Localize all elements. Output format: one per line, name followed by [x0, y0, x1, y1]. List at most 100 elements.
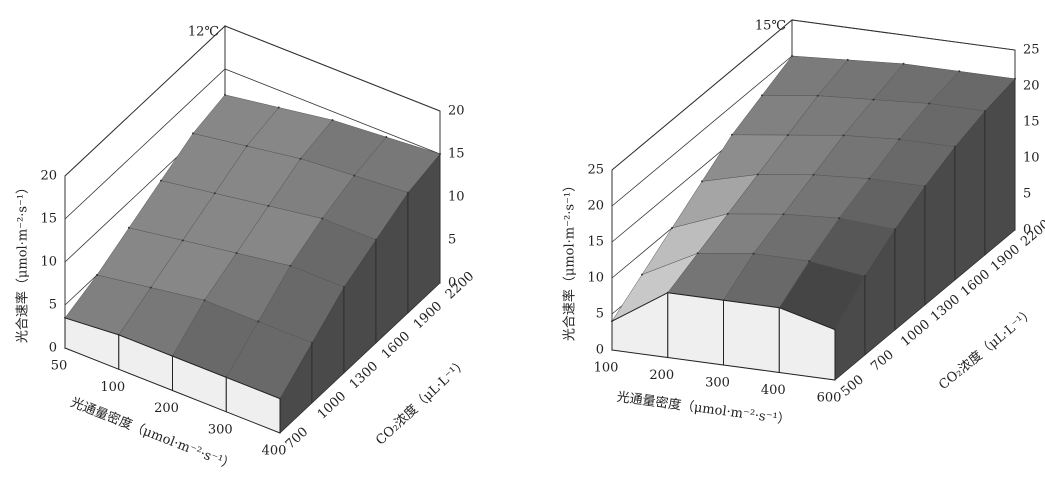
surface-point: [257, 320, 260, 323]
surface-point: [846, 58, 849, 61]
surface-point: [192, 132, 194, 135]
surface-point: [958, 70, 961, 73]
z-tick-label: 20: [448, 104, 465, 119]
x-tick-label: 200: [154, 401, 179, 416]
surface-point: [808, 260, 811, 263]
surface-point: [277, 106, 280, 109]
x-tick-label: 200: [649, 368, 674, 383]
chart-title: 15℃: [755, 19, 786, 34]
surface-point: [778, 306, 781, 309]
surface-point: [726, 212, 729, 215]
y-tick-label: 700: [868, 347, 897, 374]
z-tick-label: 15: [40, 212, 57, 227]
surface-point: [701, 180, 703, 183]
surface-point: [375, 238, 377, 241]
surface-point: [321, 217, 324, 220]
grid-line: [64, 68, 441, 220]
z-tick-label: 0: [448, 276, 456, 291]
surface-point: [299, 157, 302, 160]
surface-point: [171, 355, 174, 358]
z-tick-label: 15: [587, 235, 604, 250]
surface-point: [181, 239, 184, 242]
x-tick-label: 300: [208, 422, 233, 437]
x-tick-label: 300: [705, 376, 730, 391]
surface-point: [834, 328, 836, 331]
z-tick-label: 0: [596, 343, 604, 358]
surface-point: [224, 93, 226, 96]
surface-point: [791, 55, 793, 57]
surface-point: [954, 145, 956, 148]
z-tick-label: 5: [49, 298, 57, 313]
surface-point: [353, 174, 356, 177]
surface-point: [812, 173, 815, 176]
surface-point: [343, 286, 345, 288]
surface-point: [289, 264, 292, 267]
surface-point: [267, 204, 270, 207]
surface-point: [842, 134, 845, 137]
surface-point: [149, 286, 152, 289]
surface-point: [64, 316, 66, 319]
z-tick-label: 10: [587, 271, 604, 286]
z-tick-label: 20: [587, 199, 604, 214]
x-tick-label: 400: [761, 383, 786, 398]
surface-point: [984, 110, 986, 112]
z-tick-label: 15: [448, 147, 465, 162]
surface-point: [439, 153, 441, 155]
z-axis-title: 光合速率（μmol·m⁻²·s⁻¹）: [15, 181, 31, 343]
surface-point: [722, 299, 725, 302]
z-tick-label: 25: [1023, 43, 1040, 58]
surface-point: [311, 341, 313, 344]
chart-title: 12℃: [188, 25, 219, 40]
x-tick-label: 600: [817, 391, 842, 406]
z-tick-label: 0: [1023, 223, 1031, 238]
z-tick-label: 10: [448, 190, 465, 205]
surface-point: [782, 213, 785, 216]
surface-point: [756, 173, 759, 176]
surface-point: [213, 192, 216, 195]
z-tick-label: 20: [1023, 79, 1040, 94]
surface-point: [117, 333, 120, 336]
surface-point: [696, 252, 699, 255]
surface-point: [331, 119, 334, 122]
surface-point: [611, 320, 613, 323]
z-tick-label: 5: [448, 233, 456, 248]
surface-point: [279, 397, 281, 400]
surface-point: [160, 179, 162, 182]
surface-point: [864, 274, 866, 277]
y-tick-label: 500: [838, 372, 867, 399]
front-face: [667, 292, 724, 366]
surface-point: [128, 226, 130, 229]
surface-point: [872, 98, 875, 101]
surface-point: [924, 185, 926, 188]
surface-point: [752, 252, 755, 255]
surface-point: [203, 299, 206, 302]
x-tick-label: 100: [100, 380, 125, 395]
surface-point: [868, 177, 871, 180]
z-tick-label: 10: [1023, 151, 1040, 166]
x-tick-label: 400: [262, 444, 287, 459]
surface-point: [666, 291, 669, 294]
surface-point: [225, 376, 228, 379]
z-tick-label: 5: [596, 307, 604, 322]
x-tick-label: 50: [51, 359, 68, 374]
surface-point: [898, 138, 901, 141]
y-axis-title: CO₂浓度（μL·L⁻¹）: [373, 355, 471, 449]
surface-point: [786, 134, 789, 137]
surface-point: [385, 136, 388, 139]
y-tick-label: 2200: [443, 269, 477, 303]
z-axis-title: 光合速率（μmol·m⁻²·s⁻¹）: [562, 179, 578, 341]
surface-point: [245, 145, 248, 148]
z-tick-label: 15: [1023, 115, 1040, 130]
surface-point: [235, 252, 238, 255]
z-tick-label: 10: [40, 255, 57, 270]
y-tick-label: 700: [283, 425, 311, 453]
surface-point: [838, 217, 841, 220]
surface-point: [761, 94, 763, 97]
surface-point: [816, 94, 819, 97]
surface-point: [407, 191, 409, 194]
grid-line: [611, 19, 1016, 171]
surface-point: [902, 62, 905, 65]
surface-point: [928, 102, 931, 105]
z-tick-label: 5: [1023, 187, 1031, 202]
